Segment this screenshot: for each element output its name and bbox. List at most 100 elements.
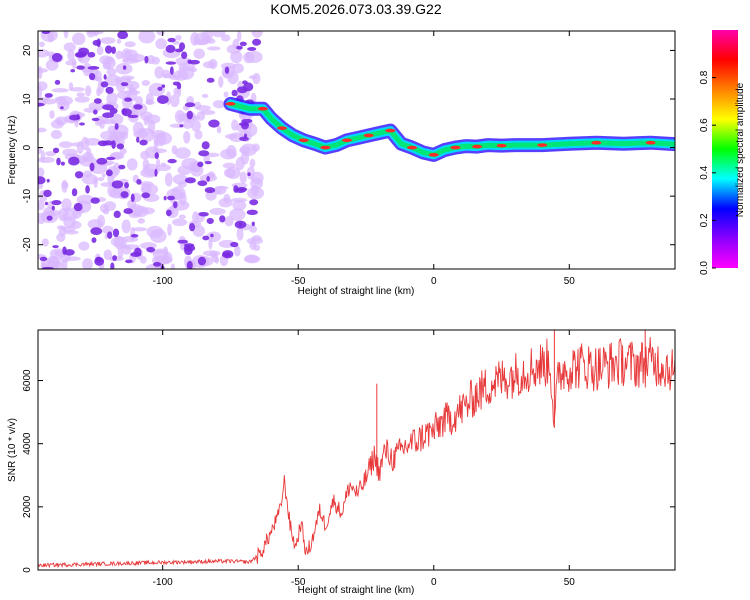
spectrogram-noise-blob xyxy=(151,56,161,65)
spectrogram-noise-blob xyxy=(61,213,78,221)
spectrogram-noise-blob xyxy=(84,138,101,146)
spectrogram-noise-blob xyxy=(206,77,215,83)
spectrogram-noise-blob xyxy=(112,228,120,238)
spectrogram-x-tick-label: 50 xyxy=(564,276,576,287)
spectrogram-noise-blob xyxy=(88,101,105,111)
spectrogram-noise-blob xyxy=(154,66,164,79)
spectrogram-noise-blob xyxy=(138,31,156,44)
spectrogram-y-tick-label: 10 xyxy=(22,93,33,105)
spectrogram-noise-blob xyxy=(208,119,220,128)
spectrogram-noise-blob xyxy=(54,116,68,125)
spectrogram-noise-blob xyxy=(214,188,222,195)
spectrogram-noise-blob xyxy=(46,255,59,269)
spectrogram-noise-blob xyxy=(179,124,184,128)
spectrogram-noise-blob xyxy=(165,44,176,53)
spectrogram-noise-blob xyxy=(231,89,238,97)
spectrogram-noise-blob xyxy=(96,46,104,56)
spectrogram-noise-blob xyxy=(219,215,226,223)
spectrogram-noise-blob xyxy=(107,231,113,239)
spectrogram-noise-blob xyxy=(91,237,97,243)
spectrogram-noise-blob xyxy=(197,161,204,168)
spectrogram-noise-blob xyxy=(76,65,85,70)
spectrogram-noise-blob xyxy=(208,238,213,250)
spectrogram-noise-blob xyxy=(102,140,114,146)
spectrogram-noise-blob xyxy=(43,189,52,198)
spectrogram-noise-blob xyxy=(201,141,210,150)
spectrogram-noise-blob xyxy=(131,227,148,232)
spectrogram-noise-blob xyxy=(148,82,165,97)
spectrogram-x-tick-label: -50 xyxy=(291,276,306,287)
spectrogram-noise-blob xyxy=(50,129,62,140)
spectrogram-noise-blob xyxy=(189,222,196,232)
spectrogram-noise-blob xyxy=(41,266,54,269)
spectrogram-noise-blob xyxy=(100,81,109,88)
spectrogram-noise-blob xyxy=(107,125,117,134)
spectrogram-ridge-peak xyxy=(472,144,483,149)
spectrogram-ridge-peak xyxy=(320,145,331,150)
colorbar-tick-label: 0.0 xyxy=(699,261,710,275)
spectrogram-noise-blob xyxy=(46,215,53,221)
spectrogram-noise-blob xyxy=(38,67,48,73)
spectrogram-noise-blob xyxy=(78,241,90,251)
spectrogram-noise-blob xyxy=(52,245,59,249)
spectrogram-noise-blob xyxy=(197,180,208,187)
spectrogram-noise-blob xyxy=(114,123,119,130)
spectrogram-noise-blob xyxy=(44,93,53,98)
spectrogram-noise-blob xyxy=(139,139,148,146)
spectrogram-y-axis-label: Frequency (Hz) xyxy=(7,116,18,185)
spectrogram-noise-blob xyxy=(141,183,159,196)
spectrogram-noise-blob xyxy=(174,109,185,124)
spectrogram-noise-blob xyxy=(154,168,158,177)
spectrogram-noise-blob xyxy=(94,256,105,266)
spectrogram-noise-blob xyxy=(105,169,113,177)
spectrogram-noise-blob xyxy=(111,46,116,54)
spectrogram-noise-blob xyxy=(102,208,110,215)
spectrogram-noise-blob xyxy=(198,212,209,217)
spectrogram-noise-blob xyxy=(124,97,133,102)
spectrogram-noise-blob xyxy=(74,96,90,103)
spectrogram-noise-blob xyxy=(154,152,159,160)
spectrogram-noise-blob xyxy=(38,176,46,185)
spectrogram-noise-blob xyxy=(204,160,212,165)
spectrogram-noise-blob xyxy=(88,72,96,81)
spectrogram-noise-blob xyxy=(201,93,209,98)
spectrogram-noise-blob xyxy=(225,166,241,179)
spectrogram-noise-blob xyxy=(38,81,48,91)
spectrogram-noise-blob xyxy=(210,233,214,238)
spectrogram-noise-blob xyxy=(181,51,188,59)
spectrogram-noise-blob xyxy=(58,141,73,149)
spectrogram-noise-blob xyxy=(251,221,255,227)
spectrogram-noise-blob xyxy=(155,38,167,50)
spectrogram-noise-blob xyxy=(174,147,191,159)
spectrogram-frame xyxy=(37,30,676,270)
spectrogram-noise-blob xyxy=(144,55,149,64)
spectrogram-noise-blob xyxy=(57,100,70,112)
spectrogram-noise-blob xyxy=(39,41,45,48)
spectrogram-y-tick-label: -20 xyxy=(22,237,33,252)
spectrogram-noise-blob xyxy=(202,235,210,241)
spectrogram-noise-blob xyxy=(241,118,253,124)
spectrogram-noise-blob xyxy=(170,263,176,269)
spectrogram-noise-blob xyxy=(184,102,196,108)
spectrogram-noise-blob xyxy=(252,72,261,85)
spectrogram-noise-blob xyxy=(252,38,262,46)
spectrogram-noise-blob xyxy=(243,82,254,92)
spectrogram-noise-blob xyxy=(229,208,246,221)
spectrogram-noise-blob xyxy=(101,172,106,178)
spectrogram-noise-blob xyxy=(72,32,86,46)
spectrogram-noise-blob xyxy=(246,209,258,216)
spectrogram-noise-blob xyxy=(72,58,77,70)
spectrogram-noise-blob xyxy=(90,227,103,236)
spectrogram-noise-blob xyxy=(163,251,173,264)
spectrogram-noise-blob xyxy=(156,95,169,104)
spectrogram-noise-blob xyxy=(215,185,229,190)
spectrogram-noise-blob xyxy=(149,228,167,243)
spectrogram-noise-blob xyxy=(127,114,139,119)
spectrogram-noise-blob xyxy=(212,100,226,109)
spectrogram-ridge-peak xyxy=(225,102,236,106)
spectrogram-noise-blob xyxy=(94,121,103,126)
spectrogram-noise-blob xyxy=(115,50,124,60)
spectrogram-noise-blob xyxy=(56,233,66,242)
spectrogram-noise-blob xyxy=(128,83,134,94)
